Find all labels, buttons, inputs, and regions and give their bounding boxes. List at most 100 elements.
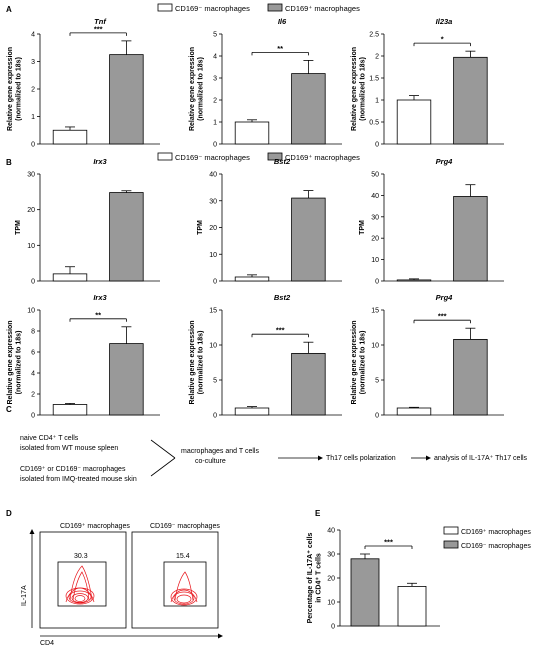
bar <box>52 404 88 416</box>
y-tick-label: 5 <box>375 378 379 385</box>
y-tick-label: 10 <box>371 257 379 264</box>
schematic-c: naive CD4⁺ T cells isolated from WT mous… <box>20 435 528 483</box>
y-tick-label: 50 <box>371 172 379 179</box>
flow-plot1-contours <box>65 565 95 605</box>
y-tick-label: 1.5 <box>369 76 379 83</box>
y-tick-label: 0 <box>213 142 217 149</box>
y-tick-label: 20 <box>327 576 335 583</box>
flow-contour <box>69 565 93 601</box>
chart-A3: Il23a 0 0.5 1 1.5 2 2.5 Relative gene expressio… <box>351 17 504 149</box>
y-tick-label: 3 <box>213 76 217 83</box>
bar <box>52 273 88 282</box>
legend-a-neg-label: CD169⁻ macrophages <box>175 4 250 13</box>
flow-y-label: IL-17A <box>21 585 28 606</box>
y-tick-label: 2.5 <box>369 32 379 39</box>
y-tick-label: 40 <box>327 528 335 535</box>
schematic-line2b: isolated from IMQ-treated mouse skin <box>20 476 137 483</box>
flow-contour <box>71 593 89 603</box>
y-tick-label: 4 <box>31 371 35 378</box>
legend-e: CD169⁺ macrophages CD169⁻ macrophages <box>443 526 531 550</box>
bar <box>234 407 270 416</box>
y-axis-label: TPM <box>359 220 366 235</box>
bar <box>397 586 427 627</box>
schematic-join-lower <box>150 457 176 477</box>
legend-e-pos-label: CD169⁺ macrophages <box>461 529 531 536</box>
y-axis-label: Relative gene expression (normalized to 1… <box>7 47 23 131</box>
y-tick-label: 40 <box>371 193 379 200</box>
y-tick-label: 20 <box>371 236 379 243</box>
legend-b-pos-swatch <box>267 152 283 161</box>
y-tick-label: 15 <box>209 308 217 315</box>
y-tick-label: 10 <box>371 343 379 350</box>
flow-contour <box>74 595 86 602</box>
chart-title: Prg4 <box>436 157 454 166</box>
y-tick-label: 10 <box>209 252 217 259</box>
flow-x-label: CD4 <box>40 640 54 647</box>
y-tick-label: 20 <box>27 207 35 214</box>
significance-label: *** <box>94 24 103 33</box>
legend-e-neg-label: CD169⁻ macrophages <box>461 543 531 550</box>
flow-contour <box>68 590 92 604</box>
flow-plot2-title: CD169⁻ macrophages <box>150 523 220 530</box>
panel-label-a: A <box>6 5 12 14</box>
flow-plot2-value: 15.4 <box>176 553 190 560</box>
y-tick-label: 0 <box>213 279 217 286</box>
y-tick-label: 10 <box>327 600 335 607</box>
legend-b-neg-swatch <box>157 152 173 161</box>
bar <box>350 558 380 627</box>
chart-A1: Tnf 0 1 2 3 4 Relative gene expression (normali… <box>7 17 160 149</box>
schematic-step2: Th17 cells polarization <box>326 455 396 462</box>
bar <box>234 276 270 282</box>
y-tick-label: 10 <box>209 343 217 350</box>
flow-contour <box>174 571 194 601</box>
flow-plot1-title: CD169⁺ macrophages <box>60 523 130 530</box>
flow-y-arrowhead <box>29 529 35 534</box>
schematic-step1a: macrophages and T cells <box>181 448 259 455</box>
y-tick-label: 0.5 <box>369 120 379 127</box>
y-axis-label: TPM <box>197 220 204 235</box>
y-tick-label: 1 <box>31 114 35 121</box>
significance-label: ** <box>277 44 283 53</box>
y-tick-label: 10 <box>27 243 35 250</box>
flow-contour <box>72 571 90 601</box>
schematic-step3: analysis of IL-17A⁺ Th17 cells <box>434 455 528 462</box>
y-tick-label: 1 <box>213 120 217 127</box>
y-tick-label: 0 <box>31 142 35 149</box>
legend-b: CD169⁻ macrophages CD169⁺ macrophages <box>157 152 360 162</box>
bar <box>396 99 432 145</box>
y-axis-label: Relative gene expression (normalized to 1… <box>7 320 23 404</box>
chart-title: Prg4 <box>436 293 454 302</box>
panel-label-b: B <box>6 158 12 167</box>
flow-plot1-frame <box>39 531 127 629</box>
y-tick-label: 1 <box>375 98 379 105</box>
legend-e-pos-swatch <box>443 526 459 535</box>
y-axis-label: TPM <box>15 220 22 235</box>
y-tick-label: 0 <box>375 142 379 149</box>
legend-a-pos-swatch <box>267 3 283 12</box>
chart-title: Il23a <box>436 17 453 26</box>
y-tick-label: 8 <box>31 329 35 336</box>
y-tick-label: 0 <box>375 413 379 420</box>
bar <box>453 338 488 416</box>
bar <box>453 56 488 145</box>
y-tick-label: 30 <box>209 198 217 205</box>
flow-plot1-gate <box>57 561 107 607</box>
schematic-step1b: co-culture <box>195 458 226 465</box>
y-axis-label: Percentage of IL-17A⁺ cells in CD4⁺ T cel… <box>307 532 323 623</box>
y-tick-label: 0 <box>31 413 35 420</box>
schematic-join-upper <box>150 439 176 459</box>
y-tick-label: 30 <box>371 214 379 221</box>
bar <box>52 129 88 145</box>
bar <box>396 407 432 416</box>
y-axis-label: Relative gene expression (normalized to 1… <box>351 320 367 404</box>
schematic-line2a: CD169⁺ or CD169⁻ macrophages <box>20 466 126 473</box>
bar <box>109 343 144 416</box>
significance-label: ** <box>95 310 101 319</box>
flow-contour <box>173 591 195 605</box>
flow-contour <box>65 587 95 603</box>
y-tick-label: 6 <box>31 350 35 357</box>
schematic-arrowhead-2 <box>426 455 431 461</box>
flow-plot2-frame <box>131 531 219 629</box>
y-tick-label: 2 <box>375 54 379 61</box>
